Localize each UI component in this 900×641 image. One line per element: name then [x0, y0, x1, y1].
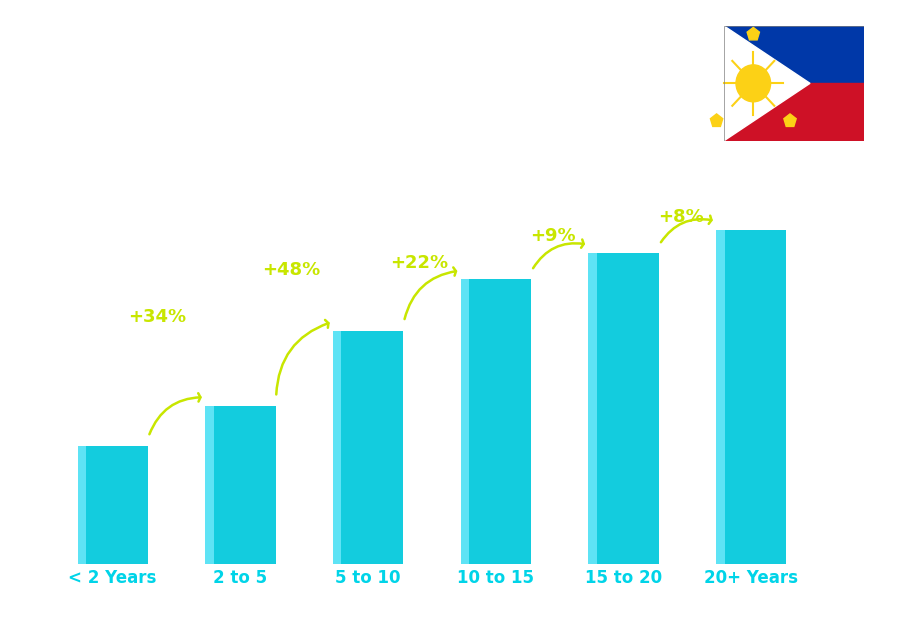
Text: +48%: +48%	[263, 262, 320, 279]
Text: +34%: +34%	[129, 308, 186, 326]
Polygon shape	[710, 114, 723, 126]
Bar	[716, 229, 725, 564]
Bar	[77, 445, 86, 564]
Text: 78,900 PHP: 78,900 PHP	[330, 310, 406, 323]
Text: 40,000 PHP: 40,000 PHP	[75, 426, 150, 438]
Text: 53,400 PHP: 53,400 PHP	[202, 386, 279, 399]
Bar	[724, 26, 864, 83]
Bar	[724, 26, 864, 141]
Bar	[205, 406, 275, 564]
Bar	[589, 253, 659, 564]
Text: 105,000 PHP: 105,000 PHP	[581, 233, 666, 246]
Bar	[205, 406, 213, 564]
Text: Risk Management Director: Risk Management Director	[36, 115, 295, 135]
Text: 96,200 PHP: 96,200 PHP	[458, 259, 534, 272]
Text: Salary Comparison By Experience: Salary Comparison By Experience	[36, 45, 612, 74]
Polygon shape	[747, 28, 760, 40]
Bar	[716, 229, 787, 564]
Bar	[724, 83, 864, 141]
Bar	[333, 331, 341, 564]
Circle shape	[736, 65, 770, 102]
Text: salaryexplorer.com: salaryexplorer.com	[377, 620, 523, 635]
Text: +9%: +9%	[530, 227, 576, 245]
Text: +22%: +22%	[391, 254, 448, 272]
Text: +8%: +8%	[658, 208, 704, 226]
Text: salary: salary	[406, 617, 458, 632]
Bar	[461, 279, 531, 564]
Polygon shape	[724, 26, 810, 141]
Bar	[333, 331, 403, 564]
Text: 113,000 PHP: 113,000 PHP	[709, 210, 794, 222]
Polygon shape	[784, 114, 796, 126]
Bar	[77, 445, 148, 564]
Bar	[461, 279, 469, 564]
Bar	[589, 253, 597, 564]
Text: Average Monthly Salary: Average Monthly Salary	[868, 254, 878, 387]
